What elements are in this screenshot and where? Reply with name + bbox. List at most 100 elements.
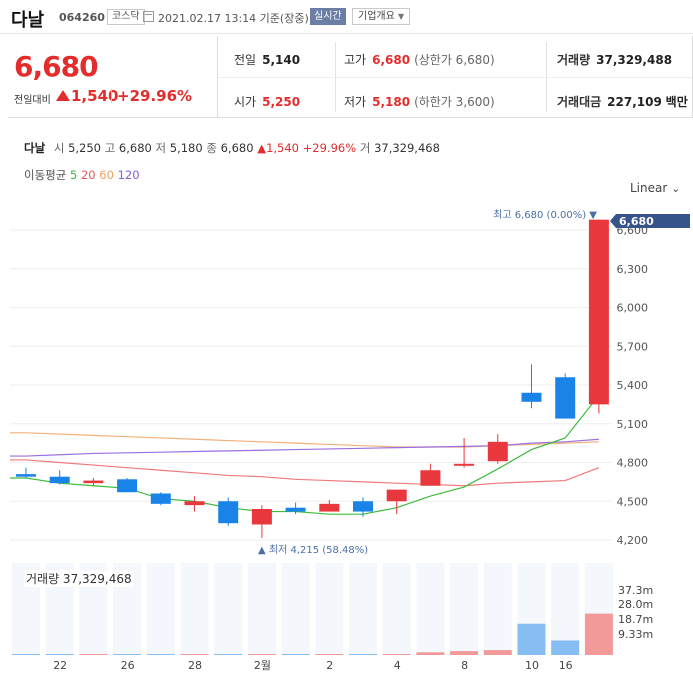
- volume-bar: [517, 623, 546, 655]
- ohlc-close-key: 종: [206, 141, 217, 155]
- volume-bar: [315, 654, 344, 655]
- ma20-line: [10, 459, 600, 487]
- candle-body: [49, 476, 70, 484]
- volume-column-bg: [315, 563, 344, 655]
- y-tick-label: 6,000: [617, 302, 649, 315]
- ohlc-volume-key: 거: [359, 141, 371, 155]
- moving-average-legend[interactable]: 이동평균 5 20 60 120: [24, 167, 140, 183]
- candle-body: [16, 474, 36, 477]
- y-tick-label: 4,800: [617, 457, 649, 470]
- amount-label: 거래대금: [557, 95, 602, 109]
- ohlc-open: 5,250: [68, 141, 102, 155]
- candle-body: [285, 507, 306, 512]
- volume-column-bg: [247, 563, 276, 655]
- candle-body: [555, 377, 576, 419]
- prev-day-label: 전일대비: [14, 95, 51, 106]
- x-tick-label: 8: [461, 659, 468, 672]
- candle-body: [420, 470, 441, 486]
- x-tick-label: 10: [525, 659, 539, 672]
- candle-body: [588, 219, 609, 405]
- volume-bar: [551, 640, 580, 655]
- open-label: 시가: [234, 95, 257, 109]
- chevron-down-icon: ▼: [398, 12, 405, 21]
- volume-bar: [247, 654, 276, 655]
- quote-datetime: 2021.02.17 13:14 기준(장중): [158, 12, 309, 25]
- volume-bar: [349, 654, 377, 655]
- volume-value: 37,329,488: [596, 53, 673, 67]
- divider: [111, 89, 112, 103]
- low-value: 5,180: [372, 95, 411, 109]
- volume-bar: [416, 652, 445, 655]
- amount-unit: 백만: [665, 95, 688, 109]
- volume-bar: [584, 613, 613, 655]
- volume-column-bg: [180, 563, 209, 655]
- realtime-badge[interactable]: 실시간: [310, 8, 346, 25]
- open-cell: 시가 5,250: [234, 93, 300, 110]
- ohlc-open-key: 시: [53, 141, 65, 155]
- volume-column-bg: [281, 563, 310, 655]
- ma-label: 이동평균: [24, 168, 67, 182]
- stock-header: 다날 064260 코스닥 2021.02.17 13:14 기준(장중) 실시…: [0, 0, 693, 34]
- amount-cell: 거래대금 227,109 백만: [557, 93, 688, 110]
- volume-column-bg: [382, 563, 411, 655]
- low-annotation: ▲ 최저 4,215 (58.48%): [258, 544, 368, 556]
- volume-cell: 거래량 37,329,488: [557, 51, 672, 68]
- volume-bar: [450, 651, 479, 655]
- volume-bar: [45, 654, 74, 655]
- amount-value: 227,109: [607, 95, 662, 109]
- open-value: 5,250: [262, 95, 301, 109]
- volume-column-bg: [214, 563, 243, 655]
- volume-bar: [382, 654, 411, 655]
- candle-body: [386, 489, 407, 502]
- ma120-label: 120: [117, 168, 140, 182]
- volume-tick-label: 37.3m: [618, 584, 653, 597]
- last-price-tag: [610, 214, 690, 228]
- low-label: 저가: [344, 95, 367, 109]
- volume-tick-label: 18.7m: [618, 613, 653, 626]
- candle-body: [117, 479, 138, 493]
- scale-mode-dropdown[interactable]: Linear ⌄: [630, 181, 680, 195]
- last-price-label: 6,680: [619, 215, 654, 228]
- volume-column-bg: [146, 563, 175, 655]
- volume-bar: [483, 650, 512, 655]
- ohlc-low: 5,180: [169, 141, 203, 155]
- volume-bar: [146, 654, 175, 655]
- high-annotation: 최고 6,680 (0.00%) ▼: [493, 209, 597, 221]
- ohlc-high-key: 고: [104, 141, 116, 155]
- volume-label: 거래량: [557, 53, 591, 67]
- y-tick-label: 5,700: [617, 340, 649, 353]
- market-badge: 코스닥: [107, 9, 145, 25]
- ohlc-pct: +29.96%: [302, 141, 357, 155]
- x-tick-label: 2: [326, 659, 333, 672]
- ohlc-low-key: 저: [155, 141, 167, 155]
- x-tick-label: 2월: [254, 659, 271, 672]
- volume-bar: [12, 654, 40, 655]
- price-summary: 6,680 전일대비 1,540 +29.96%: [8, 36, 218, 118]
- candle-body: [251, 509, 272, 525]
- low-cell: 저가 5,180 (하한가 3,600): [344, 93, 495, 110]
- quote-panel: 6,680 전일대비 1,540 +29.96% 전일 5,140 고가 6,680…: [8, 36, 693, 118]
- ma5-line: [10, 394, 600, 515]
- company-info-dropdown[interactable]: 기업개요 ▼: [352, 8, 411, 25]
- company-info-label: 기업개요: [358, 11, 395, 22]
- y-tick-label: 5,100: [617, 418, 649, 431]
- x-tick-label: 26: [121, 659, 135, 672]
- ma120-line: [10, 438, 599, 457]
- upper-limit: (상한가 6,680): [414, 53, 495, 67]
- x-tick-label: 16: [559, 659, 573, 672]
- candle-body: [319, 503, 340, 512]
- current-price: 6,680: [14, 50, 99, 83]
- prev-close-value: 5,140: [262, 53, 301, 67]
- y-tick-label: 6,300: [617, 263, 649, 276]
- volume-bar: [79, 654, 108, 655]
- x-tick-label: 22: [53, 659, 67, 672]
- volume-tick-label: 28.0m: [618, 598, 653, 611]
- candle-body: [150, 493, 171, 504]
- volume-bar: [214, 654, 243, 655]
- volume-tick-label: 9.33m: [618, 628, 653, 641]
- prev-close-cell: 전일 5,140: [234, 51, 300, 68]
- chevron-down-icon: ⌄: [671, 182, 681, 195]
- ma20-label: 20: [80, 168, 96, 182]
- high-cell: 고가 6,680 (상한가 6,680): [344, 51, 495, 68]
